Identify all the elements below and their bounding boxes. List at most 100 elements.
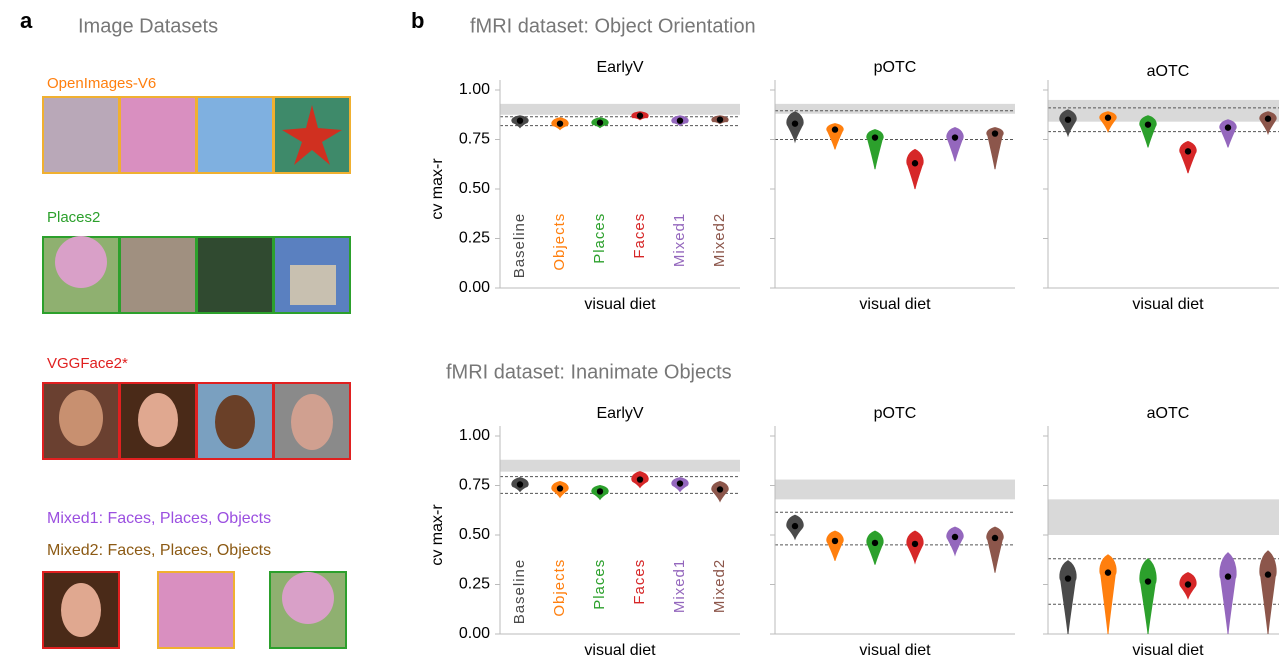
noise-ceiling (1048, 100, 1279, 122)
y-tick-label: 0.00 (459, 625, 490, 642)
violin (867, 531, 883, 565)
median-dot (717, 486, 723, 492)
y-tick-label: 0.50 (459, 526, 490, 543)
median-dot (1265, 116, 1271, 122)
noise-ceiling (500, 460, 740, 472)
median-dot (1265, 571, 1271, 577)
violin (987, 527, 1003, 573)
dataset-name: VGGFace2* (47, 355, 128, 372)
x-axis-label: visual diet (1132, 296, 1204, 313)
median-dot (792, 523, 798, 529)
mixed-name: Mixed2: Faces, Places, Objects (47, 542, 271, 559)
median-dot (1225, 573, 1231, 579)
median-dot (1065, 575, 1071, 581)
y-tick-label: 0.25 (459, 576, 490, 593)
violin (1260, 551, 1276, 634)
median-dot (517, 481, 523, 487)
panel-letter: b (411, 8, 424, 33)
chart-title: pOTC (874, 59, 917, 76)
y-tick-label: 1.00 (459, 81, 490, 98)
median-dot (677, 117, 683, 123)
y-tick-label: 0.75 (459, 131, 490, 148)
y-axis-label: cv max-r (429, 158, 446, 220)
median-dot (1105, 569, 1111, 575)
violin (1220, 553, 1236, 634)
row-title: fMRI dataset: Inanimate Objects (446, 361, 732, 383)
violin (1180, 141, 1196, 173)
median-dot (832, 126, 838, 132)
violin (907, 149, 923, 189)
median-dot (717, 117, 723, 123)
median-dot (637, 476, 643, 482)
violin (947, 128, 963, 162)
violin (827, 531, 843, 561)
x-axis-label: visual diet (1132, 642, 1204, 659)
violin (1220, 120, 1236, 148)
category-label: Baseline (511, 559, 528, 625)
median-dot (1105, 115, 1111, 121)
median-dot (597, 488, 603, 494)
figure: a Image Datasets OpenImages-V6 Places2 V… (0, 0, 1279, 666)
violin (1140, 116, 1156, 148)
median-dot (832, 538, 838, 544)
median-dot (1065, 117, 1071, 123)
noise-ceiling (775, 480, 1015, 500)
median-dot (597, 119, 603, 125)
chart-title: EarlyV (596, 405, 643, 422)
row-title: fMRI dataset: Object Orientation (470, 15, 756, 37)
y-axis-label: cv max-r (429, 504, 446, 566)
noise-ceiling (500, 104, 740, 115)
y-tick-label: 0.75 (459, 477, 490, 494)
median-dot (872, 540, 878, 546)
y-tick-label: 0.00 (459, 279, 490, 296)
median-dot (517, 117, 523, 123)
category-label: Baseline (511, 213, 528, 279)
noise-ceiling (1048, 499, 1279, 535)
median-dot (1145, 578, 1151, 584)
violin (947, 527, 963, 555)
median-dot (637, 113, 643, 119)
median-dot (992, 130, 998, 136)
median-dot (1185, 581, 1191, 587)
y-tick-label: 1.00 (459, 427, 490, 444)
category-label: Mixed1 (671, 213, 688, 267)
dataset-name: OpenImages-V6 (47, 75, 156, 92)
violin (1140, 559, 1156, 634)
category-label: Places (591, 213, 608, 264)
median-dot (952, 134, 958, 140)
median-dot (952, 534, 958, 540)
category-label: Mixed1 (671, 559, 688, 613)
panel-letter: a (20, 8, 33, 33)
median-dot (557, 485, 563, 491)
x-axis-label: visual diet (859, 296, 931, 313)
panel-title: Image Datasets (78, 15, 218, 37)
dataset-name: Places2 (47, 209, 100, 226)
median-dot (912, 541, 918, 547)
chart-title: aOTC (1147, 63, 1190, 80)
median-dot (677, 480, 683, 486)
noise-ceiling (775, 104, 1015, 114)
x-axis-label: visual diet (859, 642, 931, 659)
category-label: Mixed2 (711, 213, 728, 267)
category-label: Places (591, 559, 608, 610)
y-tick-label: 0.50 (459, 180, 490, 197)
mixed-name: Mixed1: Faces, Places, Objects (47, 510, 271, 527)
median-dot (557, 120, 563, 126)
median-dot (1225, 124, 1231, 130)
violin (1060, 561, 1076, 634)
category-label: Mixed2 (711, 559, 728, 613)
page: a Image Datasets OpenImages-V6 Places2 V… (0, 0, 1279, 666)
y-tick-label: 0.25 (459, 230, 490, 247)
category-label: Objects (551, 559, 568, 617)
chart-title: pOTC (874, 405, 917, 422)
median-dot (992, 535, 998, 541)
chart-title: aOTC (1147, 405, 1190, 422)
median-dot (912, 160, 918, 166)
violin (1260, 112, 1276, 134)
median-dot (872, 134, 878, 140)
category-label: Faces (631, 559, 648, 605)
category-label: Objects (551, 213, 568, 271)
x-axis-label: visual diet (584, 296, 656, 313)
thumbnails (43, 97, 350, 648)
x-axis-label: visual diet (584, 642, 656, 659)
